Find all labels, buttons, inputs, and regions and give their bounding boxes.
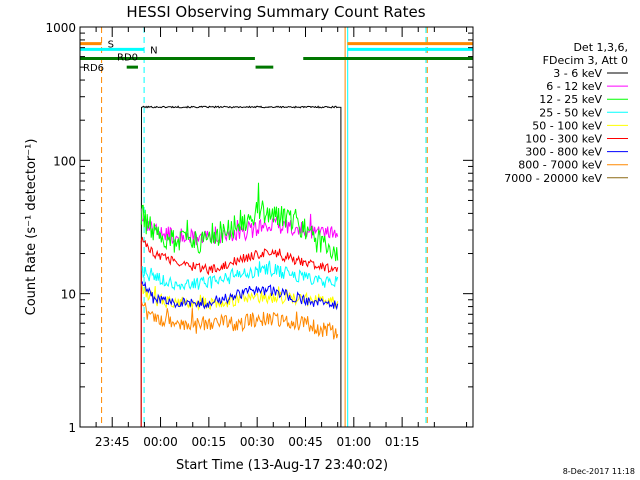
x-tick-label-0: 23:45 — [95, 435, 130, 449]
footer-timestamp: 8-Dec-2017 11:18 — [563, 467, 635, 476]
legend-label-7000-20000-kev: 7000 - 20000 keV — [504, 172, 602, 185]
x-tick-label-5: 01:00 — [337, 435, 372, 449]
chart-title: HESSI Observing Summary Count Rates — [126, 3, 425, 21]
y-axis-label: Count Rate (s⁻¹ detector⁻¹) — [24, 139, 39, 316]
flag-label-rd6: RD6 — [83, 63, 104, 74]
legend-label-3-6-kev: 3 - 6 keV — [553, 67, 602, 80]
axes: 1 10 100 1000 23:45 00:00 00:15 00:30 00:45 01:00… — [45, 21, 473, 449]
x-tick-label-3: 00:30 — [240, 435, 275, 449]
flag-bars: S N RD6 RD0 — [80, 40, 473, 74]
x-tick-label-1: 00:00 — [143, 435, 178, 449]
legend-label-800-7000-kev: 800 - 7000 keV — [518, 159, 602, 172]
x-tick-label-2: 00:15 — [192, 435, 227, 449]
plot-frame — [79, 26, 474, 428]
flag-label-rd0: RD0 — [117, 53, 138, 64]
series-100-300-kev — [140, 236, 339, 276]
legend-label-50-100-kev: 50 - 100 keV — [532, 119, 602, 132]
series-3-6-kev — [140, 105, 342, 428]
legend-header-line-1: Det 1,3,6, — [573, 41, 628, 54]
flag-label-n: N — [150, 45, 157, 56]
flag-label-s: S — [108, 40, 114, 51]
series-lines — [140, 105, 342, 428]
legend-label-100-300-kev: 100 - 300 keV — [525, 133, 602, 146]
legend-label-25-50-kev: 25 - 50 keV — [539, 106, 602, 119]
x-tick-label-4: 00:45 — [288, 435, 323, 449]
x-tick-label-6: 01:15 — [385, 435, 420, 449]
y-tick-label-1: 10 — [61, 288, 76, 302]
legend-label-12-25-kev: 12 - 25 keV — [539, 93, 602, 106]
series-25-50-kev — [140, 260, 339, 291]
x-axis-label: Start Time (13-Aug-17 23:40:02) — [176, 458, 388, 473]
y-tick-label-0: 1 — [68, 421, 76, 435]
legend-label-300-800-kev: 300 - 800 keV — [525, 146, 602, 159]
y-tick-label-3: 1000 — [45, 21, 76, 35]
y-tick-label-2: 100 — [53, 154, 76, 168]
series-50-100-kev — [140, 283, 339, 311]
series-800-7000-kev — [140, 299, 339, 340]
legend-label-6-12-kev: 6 - 12 keV — [546, 80, 602, 93]
series-300-800-kev — [140, 281, 339, 311]
legend-header-line-2: FDecim 3, Att 0 — [543, 54, 628, 67]
series-12-25-kev — [140, 182, 339, 262]
